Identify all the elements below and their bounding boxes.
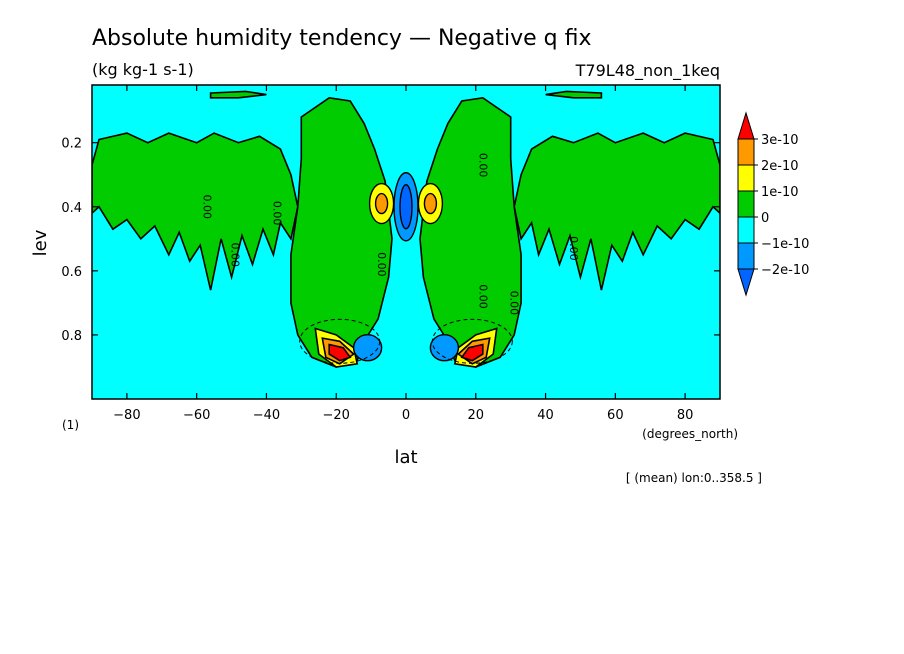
y-tick-label: 0.2 [61,137,82,152]
colorbar-segment [737,164,755,192]
footer-note: [ (mean) lon:0..358.5 ] [626,471,762,485]
contour-fields [92,90,720,368]
contour-label: 0.00 [375,252,388,277]
colorbar-segment [737,190,755,218]
x-axis-label: lat [394,447,417,468]
x-tick-label: −80 [113,408,140,423]
contour-label: 0.00 [229,243,242,268]
colorbar-label: 2e-10 [761,159,799,174]
colorbar-segment [737,216,755,244]
colorbar-label: 1e-10 [761,185,799,200]
y-tick-label: 0.8 [61,329,82,344]
low-max-south-red [328,343,352,362]
contour-label: 0.00 [567,236,580,260]
contour-label: 0.00 [476,153,489,178]
contour-labels: 0.00 0.00 0.00 0.00 0.00 0.00 0.00 0.00 [201,153,580,315]
contour-label: 0.00 [476,284,489,309]
y-axis-label: lev [30,229,51,256]
low-min-south [352,334,383,362]
mid-max-south-orange [374,192,389,215]
contour-label: 0.00 [270,201,283,226]
colorbar-segment [737,242,755,270]
colorbar-label: −1e-10 [761,237,809,252]
y-axis: 0.2 0.4 0.6 0.8 [61,137,720,344]
x-tick-label: −20 [323,408,350,423]
low-max-north-red [460,343,484,362]
x-axis: −80 −60 −40 −20 0 20 40 60 80 [113,85,693,423]
colorbar-label: −2e-10 [761,263,809,278]
mid-max-north-orange [423,192,438,215]
colorbar-segment [737,138,755,166]
upper-streak-north [545,90,603,99]
dashed-contour-north [431,318,513,364]
colorbar: 3e-10 2e-10 1e-10 0 −1e-10 −2e-10 [737,111,809,297]
x-tick-label: 0 [402,408,410,423]
contour-label: 0.00 [201,195,214,220]
extratropical-band-north [513,132,720,291]
y-tick-label: 0.4 [61,201,82,216]
colorbar-label: 0 [761,211,769,226]
x-tick-label: 80 [677,408,694,423]
colorbar-bottom-arrow [737,268,755,297]
contour-label: 0.00 [508,291,521,316]
plot-area: 0.00 0.00 0.00 0.00 0.00 0.00 0.00 0.00 [91,84,721,400]
chart-title: Absolute humidity tendency — Negative q … [92,26,592,51]
colorbar-label: 3e-10 [761,133,799,148]
x-tick-label: −40 [253,408,280,423]
x-axis-unit: (degrees_north) [642,427,738,441]
colorbar-top-arrow [737,111,755,140]
x-tick-label: 40 [537,408,554,423]
extratropical-band-south [92,132,299,291]
equatorial-min-core [399,184,413,230]
x-tick-label: 20 [468,408,485,423]
upper-streak-south [209,90,267,99]
experiment-label: T79L48_non_1keq [575,61,720,81]
low-min-north [429,334,460,362]
y-axis-unit: (1) [62,418,79,432]
x-tick-label: 60 [607,408,624,423]
chart-units: (kg kg-1 s-1) [92,60,194,79]
dashed-contour-south [299,318,381,364]
x-tick-label: −60 [183,408,210,423]
y-tick-label: 0.6 [61,265,82,280]
